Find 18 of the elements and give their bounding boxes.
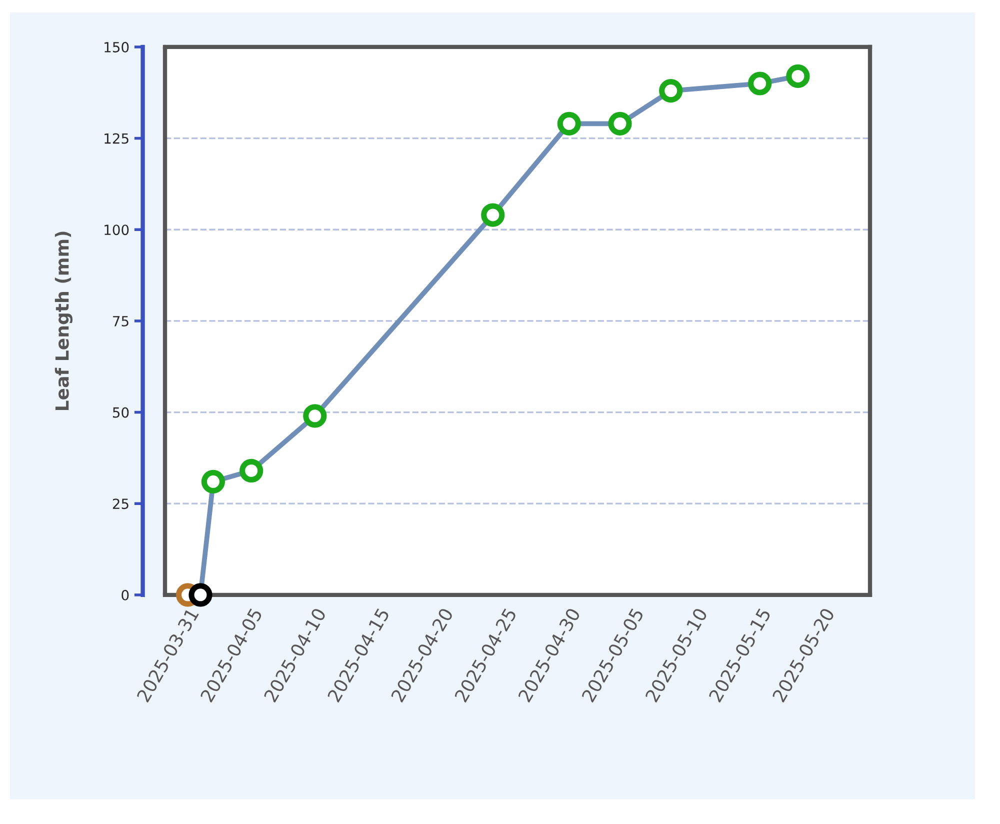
- point: [188, 583, 212, 607]
- y-tick-label: 25: [112, 498, 128, 510]
- point: [557, 112, 581, 136]
- point: [481, 203, 505, 227]
- y-tick-label: 100: [104, 224, 129, 236]
- point: [240, 458, 264, 483]
- point: [303, 404, 327, 428]
- y-tick-label: 125: [104, 133, 128, 144]
- point: [201, 470, 226, 494]
- y-tick-label: 150: [104, 42, 129, 52]
- y-tick-label: 0: [122, 590, 129, 600]
- point: [748, 72, 772, 96]
- point: [786, 64, 810, 88]
- y-axis-title: Leaf Length (mm): [54, 232, 73, 410]
- point: [608, 112, 632, 136]
- y-tick-label: 50: [112, 407, 129, 418]
- y-tick-label: 75: [113, 316, 128, 326]
- point: [659, 78, 683, 103]
